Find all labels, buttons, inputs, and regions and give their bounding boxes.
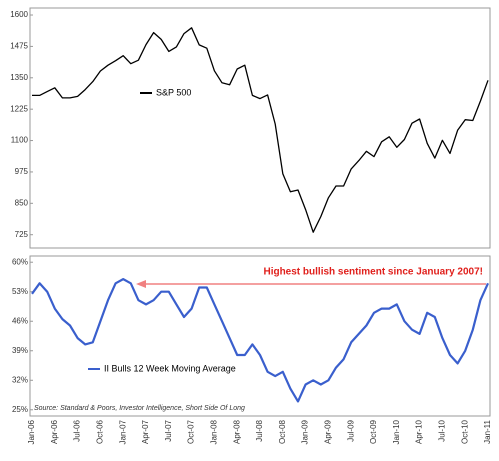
data-line [32, 27, 489, 233]
x-tick-label: Apr-10 [415, 419, 424, 444]
top-frame [29, 7, 491, 249]
x-tick-label: Oct-07 [187, 419, 196, 444]
x-tick-label: Jul-09 [346, 419, 355, 441]
x-tick-label: Oct-08 [278, 419, 287, 444]
data-line [31, 278, 490, 403]
x-tick-label: Jul-07 [164, 419, 173, 441]
x-tick-label: Jan-07 [118, 419, 127, 444]
x-tick-label: Jul-06 [73, 419, 82, 441]
y-tick-label: 1225 [10, 104, 28, 113]
y-tick-label: 1100 [11, 136, 29, 145]
y-tick-label: 1475 [10, 42, 28, 51]
x-tick-label: Jan-08 [210, 419, 219, 444]
x-tick-label: Oct-09 [369, 419, 378, 444]
x-tick-label: Oct-10 [460, 419, 469, 444]
y-tick-label: 1350 [10, 73, 28, 82]
bottom-frame [29, 255, 491, 417]
x-tick-label: Apr-06 [50, 419, 59, 444]
x-tick-label: Oct-06 [96, 419, 105, 444]
y-tick-label: 60% [12, 257, 28, 266]
y-tick-label: 850 [15, 198, 29, 207]
x-tick-label: Jan-11 [483, 419, 492, 443]
legend-label: II Bulls 12 Week Moving Average [104, 363, 236, 373]
y-tick-label: 975 [15, 167, 29, 176]
x-tick-label: Apr-07 [141, 419, 150, 444]
y-tick-label: 25% [12, 405, 28, 414]
legend-label: S&P 500 [156, 87, 191, 97]
y-tick-label: 725 [15, 230, 29, 239]
x-tick-label: Apr-08 [232, 419, 241, 444]
x-tick-label: Jan-10 [392, 419, 401, 444]
x-tick-label: Apr-09 [324, 419, 333, 444]
x-tick-label: Jul-08 [255, 419, 264, 441]
y-tick-label: 53% [12, 287, 28, 296]
annotation: Highest bullish sentiment since January … [263, 267, 483, 278]
y-tick-label: 1600 [10, 10, 28, 19]
source-note: Source: Standard & Poors, Investor Intel… [34, 405, 245, 412]
y-tick-label: 46% [12, 316, 28, 325]
x-tick-label: Jan-09 [301, 419, 310, 444]
arrow-head [136, 280, 146, 288]
y-tick-label: 32% [12, 375, 28, 384]
y-tick-label: 39% [12, 346, 28, 355]
x-tick-label: Jul-10 [438, 419, 447, 441]
x-tick-label: Jan-06 [27, 419, 36, 444]
